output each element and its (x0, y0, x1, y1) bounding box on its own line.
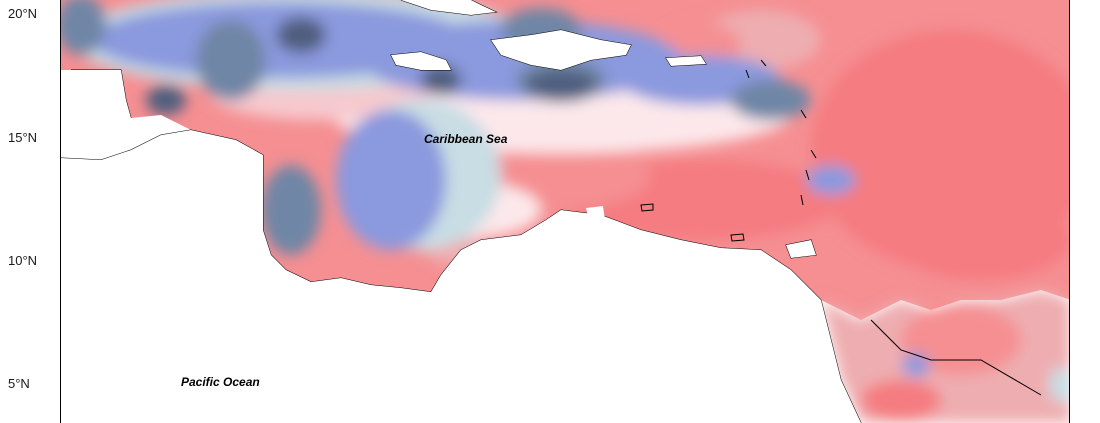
jamaica-land (391, 52, 451, 70)
negative-blob (731, 80, 811, 120)
negative-blob (421, 65, 461, 95)
negative-blob (196, 20, 266, 100)
lat-label-10n: 10°N (8, 253, 38, 268)
lat-label-5n: 5°N (8, 376, 30, 391)
map-panel: Caribbean Sea Pacific Ocean (60, 0, 1070, 423)
island-small (730, 233, 745, 242)
negative-blob (526, 70, 596, 100)
lat-label-20n: 20°N (8, 6, 38, 21)
hispaniola-land (491, 30, 631, 70)
pacific-ocean-label: Pacific Ocean (181, 375, 260, 389)
yucatan-land (61, 70, 131, 118)
positive-blob (901, 305, 1021, 375)
negative-blob (261, 165, 321, 255)
trinidad-land (786, 240, 816, 258)
border-line (870, 319, 1042, 396)
cuba-land (401, 0, 496, 15)
caribbean-sea-label: Caribbean Sea (424, 132, 508, 146)
latitude-axis: 20°N 15°N 10°N 5°N (0, 0, 60, 423)
negative-blob (806, 165, 856, 195)
south-central-america-land (61, 130, 861, 423)
puerto-rico-land (666, 56, 706, 66)
negative-blob (61, 0, 106, 55)
negative-blob (146, 85, 186, 115)
lesser-antilles (745, 59, 817, 206)
negative-blob (1049, 367, 1069, 403)
island-small (640, 203, 654, 212)
positive-blob (891, 200, 1069, 280)
negative-blob (902, 353, 930, 377)
positive-blob (861, 380, 941, 420)
curacao-land (586, 206, 605, 220)
atlantic-south-field (821, 290, 1069, 423)
anomaly-map (61, 0, 1069, 423)
negative-blob (276, 17, 326, 53)
land-masks (61, 0, 861, 423)
anomaly-blobs (61, 0, 1069, 280)
lat-label-15n: 15°N (8, 130, 38, 145)
negative-blob (336, 110, 446, 250)
